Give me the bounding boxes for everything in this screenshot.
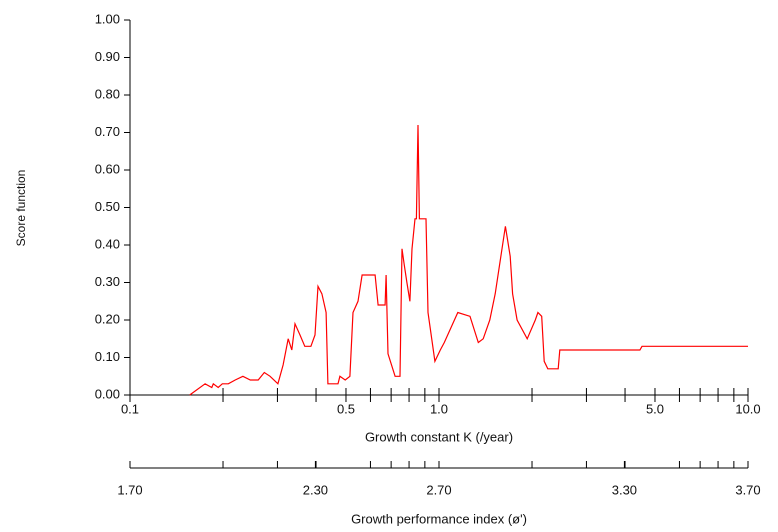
x-tick-label: 0.5	[337, 401, 355, 416]
y-tick-label: 0.60	[95, 161, 120, 176]
score-line	[189, 124, 748, 396]
y-axis-title: Score function	[14, 170, 28, 247]
y-tick-label: 0.70	[95, 124, 120, 139]
x-axis-title: Growth constant K (/year)	[365, 429, 513, 444]
y-tick-label: 1.00	[95, 11, 120, 26]
y-tick-label: 0.00	[95, 386, 120, 401]
y-tick-label: 0.90	[95, 49, 120, 64]
y-tick-label: 0.30	[95, 274, 120, 289]
y-tick-label: 0.20	[95, 311, 120, 326]
x-tick-label: 5.0	[646, 401, 664, 416]
x2-tick-label: 3.70	[735, 482, 760, 497]
x-tick-label: 0.1	[121, 401, 139, 416]
x2-tick-label: 3.30	[612, 482, 637, 497]
y-tick-label: 0.80	[95, 86, 120, 101]
y-tick-label: 0.40	[95, 236, 120, 251]
x2-tick-label: 2.30	[303, 482, 328, 497]
x2-tick-label: 1.70	[117, 482, 142, 497]
x-tick-label: 10.0	[735, 401, 760, 416]
x2-axis-title: Growth performance index (ø')	[351, 511, 527, 526]
y-tick-label: 0.10	[95, 349, 120, 364]
x2-tick-label: 2.70	[426, 482, 451, 497]
x-tick-label: 1.0	[430, 401, 448, 416]
y-tick-label: 0.50	[95, 199, 120, 214]
